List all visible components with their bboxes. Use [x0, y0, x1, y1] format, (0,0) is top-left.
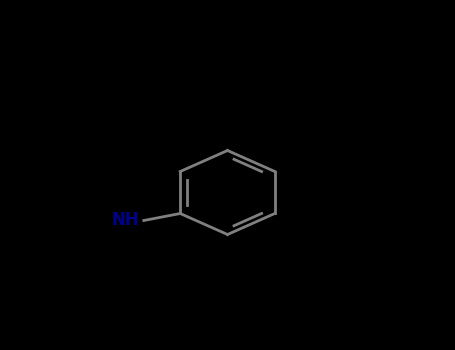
Text: NH: NH — [111, 211, 139, 230]
